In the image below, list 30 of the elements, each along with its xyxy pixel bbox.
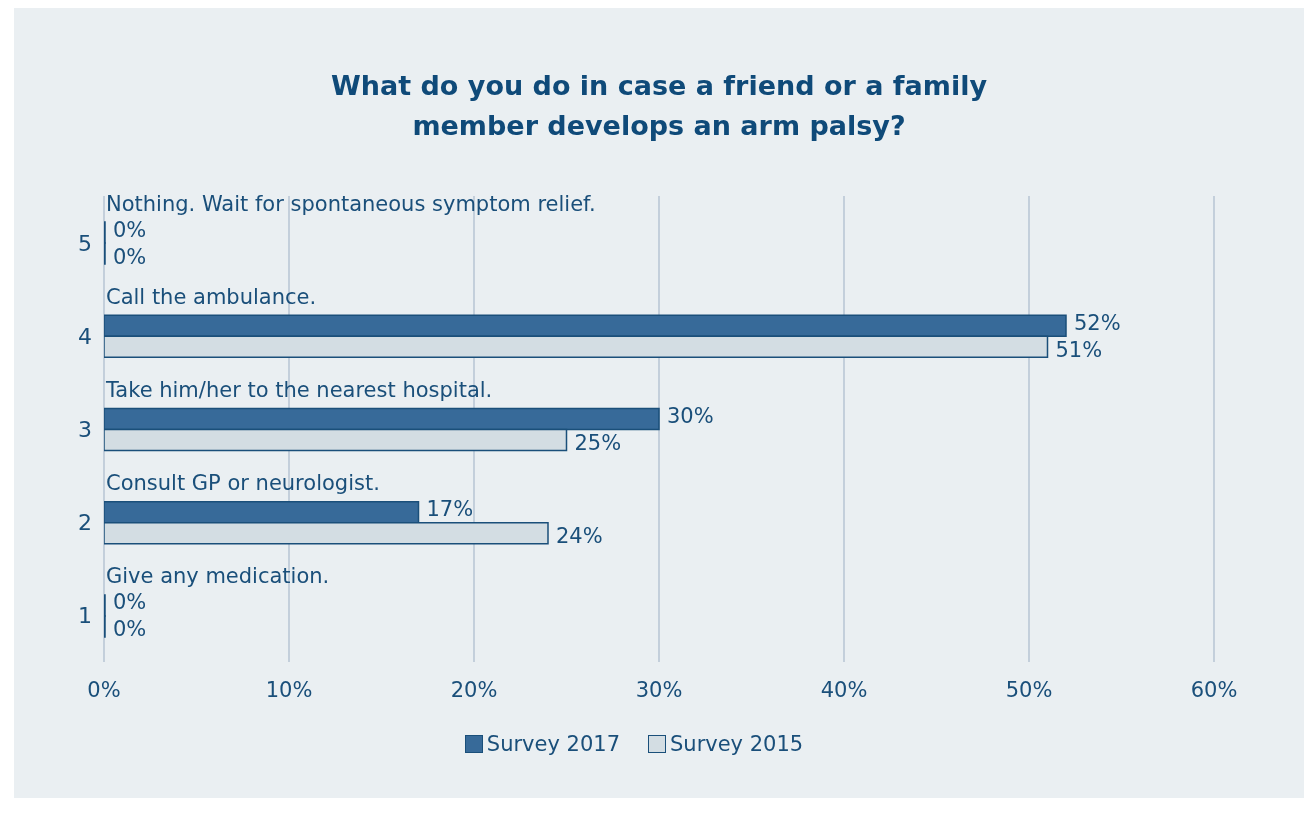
data-label: 24% <box>556 524 603 549</box>
data-label: 30% <box>667 404 714 428</box>
y-tick-label: 2 <box>78 510 92 536</box>
data-label: 0% <box>113 617 147 642</box>
data-label: 0% <box>113 244 147 269</box>
legend-label: Survey 2015 <box>669 732 804 756</box>
y-tick-label: 5 <box>78 230 92 256</box>
x-tick-label: 30% <box>635 677 683 702</box>
y-tick-label: 1 <box>78 603 92 629</box>
annotation: Nothing. Wait for spontaneous symptom relief. <box>106 191 596 216</box>
x-tick-label: 10% <box>265 677 313 702</box>
annotation: Consult GP or neurologist. <box>106 471 380 496</box>
y-tick-label: 4 <box>78 323 92 349</box>
x-tick-label: 50% <box>1005 677 1053 702</box>
annotation: Call the ambulance. <box>106 284 317 309</box>
annotation: Take him/her to the nearest hospital. <box>105 378 493 402</box>
data-label: 17% <box>426 497 474 522</box>
data-label: 0% <box>113 217 147 242</box>
x-tick-label: 60% <box>1190 677 1238 702</box>
legend-label: Survey 2017 <box>485 732 620 756</box>
data-label: 52% <box>1074 310 1121 335</box>
x-tick-label: 20% <box>450 677 498 702</box>
chart-title: What do you do in case a friend or a family member develops an arm palsy? <box>330 69 988 143</box>
data-label: 0% <box>113 590 147 615</box>
data-label: 25% <box>574 431 622 455</box>
data-label: 51% <box>1055 337 1103 362</box>
y-tick-label: 3 <box>78 417 92 442</box>
x-tick-label: 0% <box>87 677 121 702</box>
x-tick-label: 40% <box>820 677 868 702</box>
annotation: Give any medication. <box>106 564 330 589</box>
